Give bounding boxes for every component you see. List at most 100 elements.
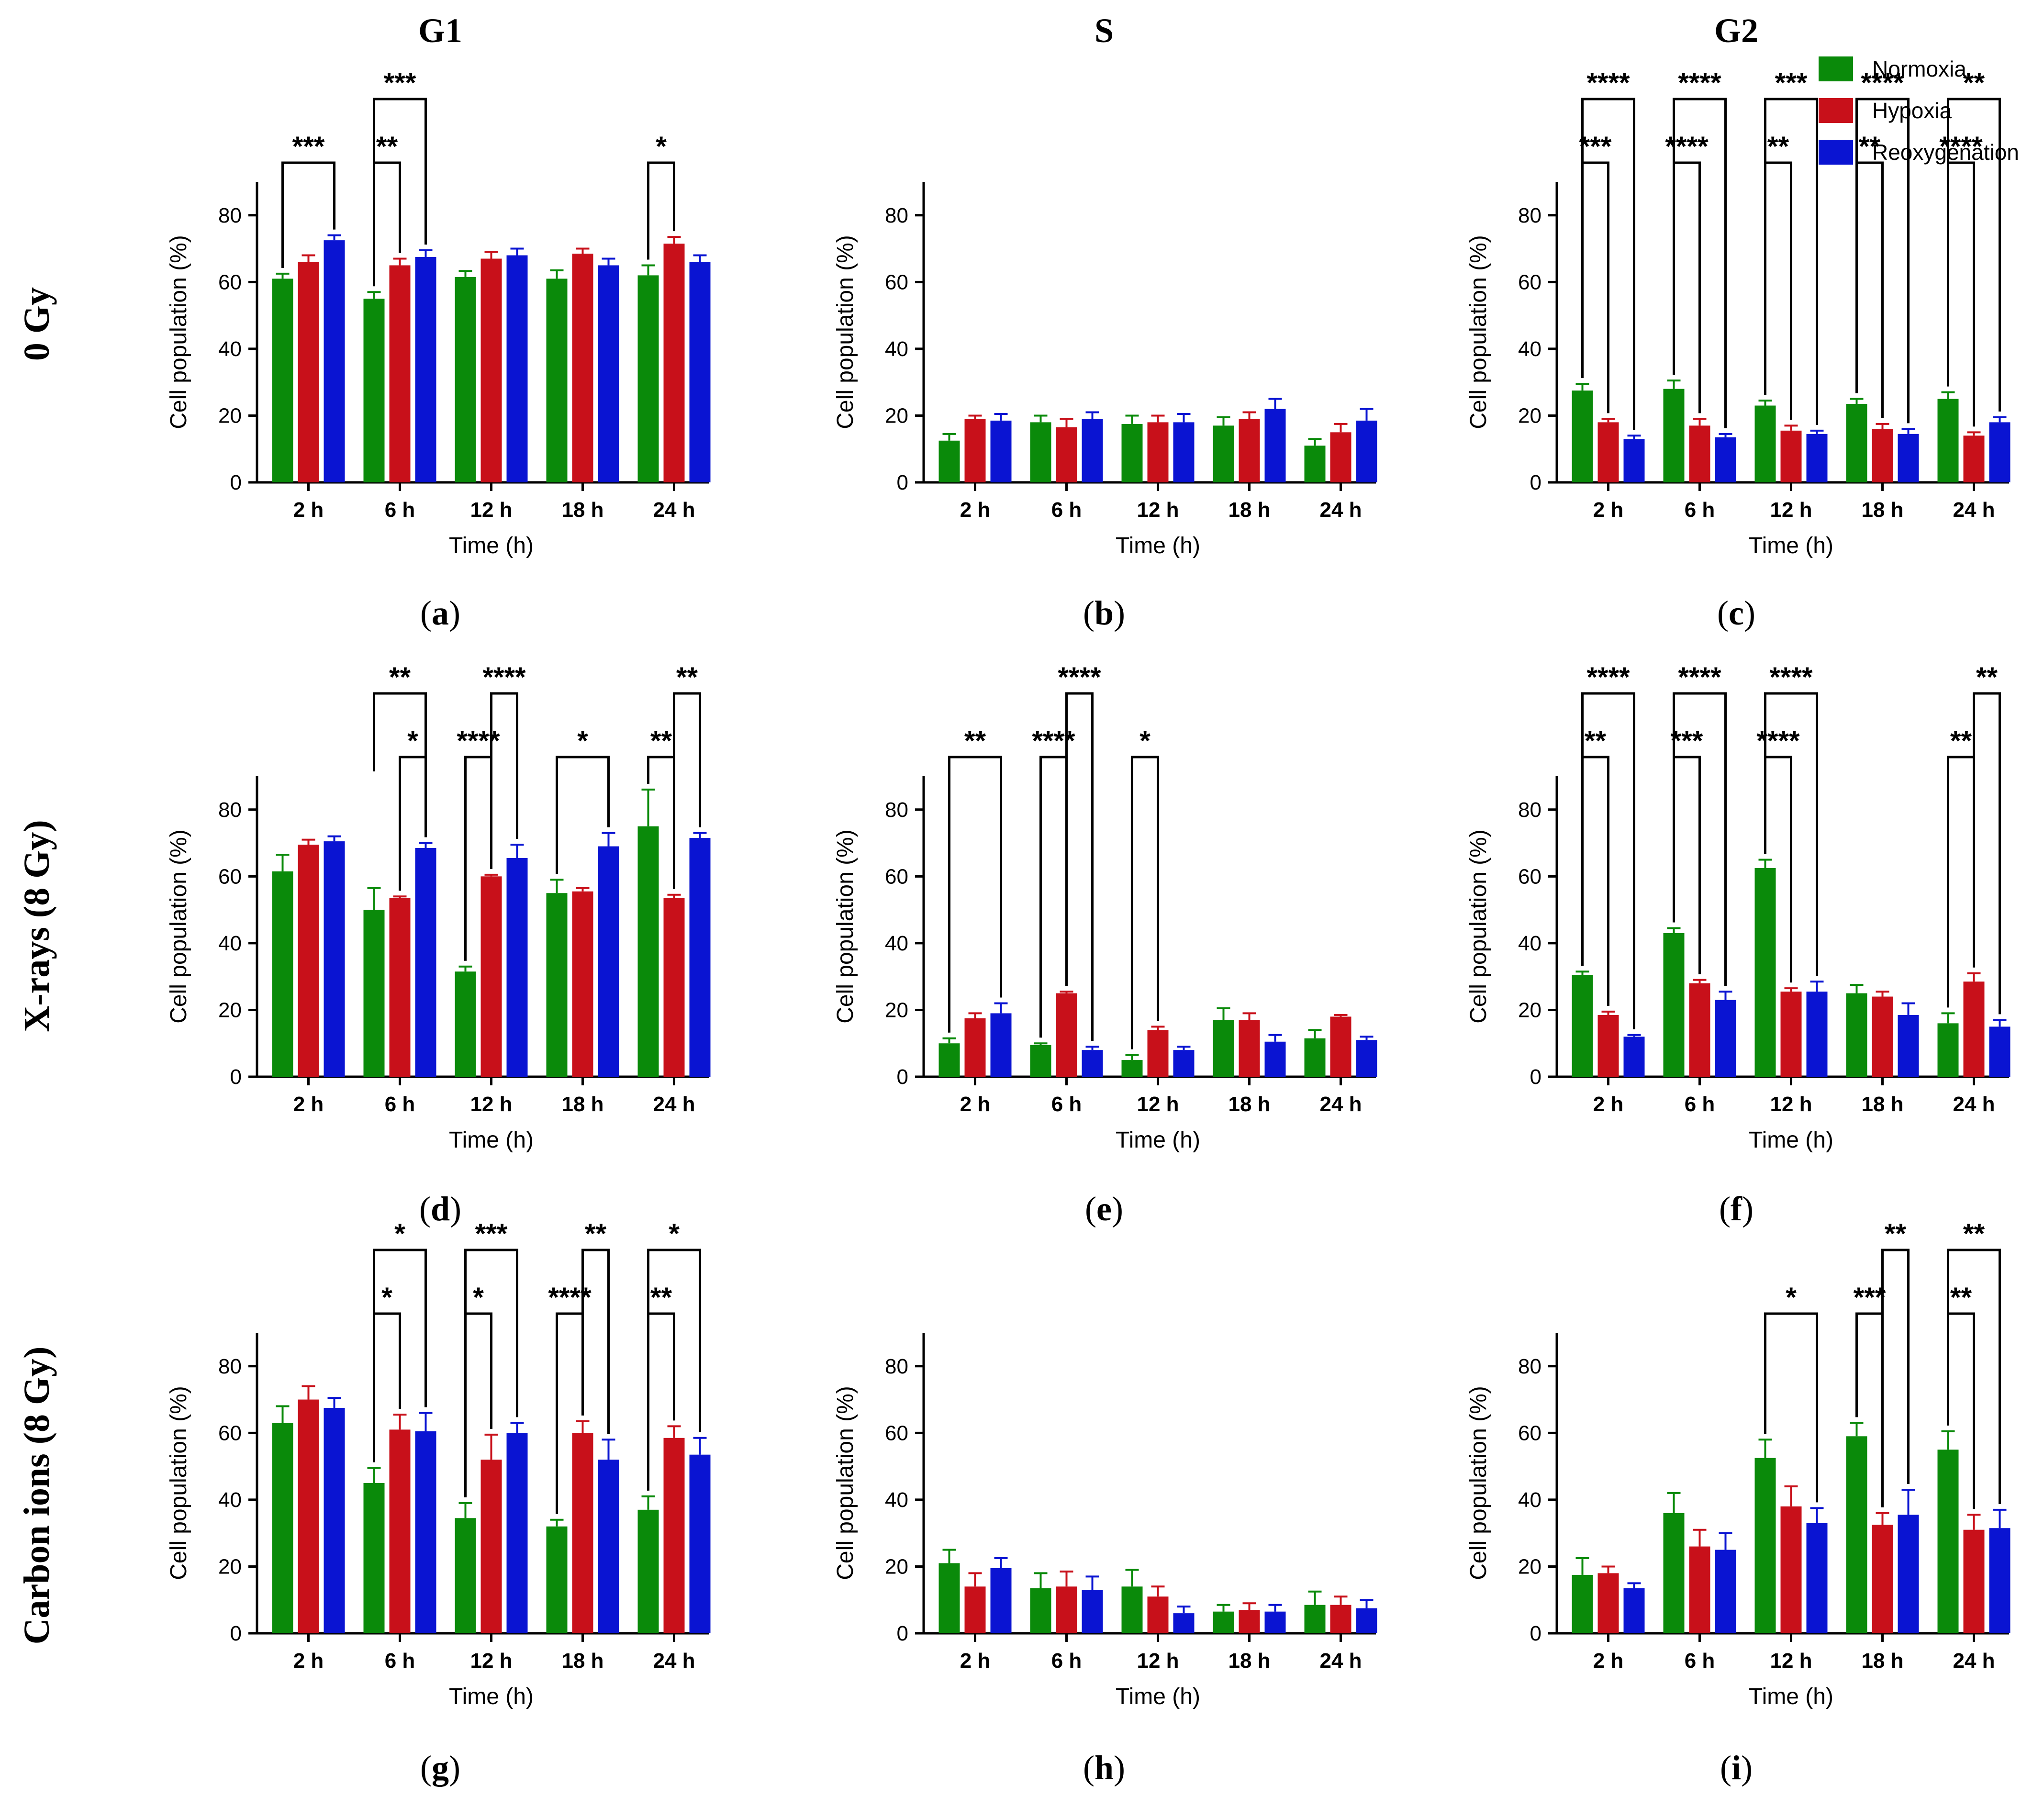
legend-label-hypoxia: Hypoxia (1872, 98, 1952, 123)
bar-reoxygenation (1806, 434, 1828, 482)
bar-hypoxia (964, 1018, 986, 1077)
bar-reoxygenation (689, 838, 711, 1077)
bar-hypoxia (1330, 432, 1351, 482)
bar-reoxygenation (1623, 439, 1645, 482)
bar-hypoxia (389, 898, 411, 1077)
significance-bracket (581, 1249, 610, 1434)
significance-label: ** (650, 725, 672, 757)
y-tick-label: 40 (218, 337, 242, 361)
y-tick-label: 20 (1518, 998, 1541, 1022)
significance-bracket (1131, 756, 1159, 1049)
significance-label: **** (1861, 67, 1904, 99)
significance-bracket (1947, 1312, 1975, 1509)
bar-reoxygenation (1715, 1550, 1736, 1633)
x-tick-label: 2 h (293, 1093, 324, 1116)
chart-panel-b: 0 20 40 60 80 Cell population (%) 2 h 6 h 12 h 18… (833, 182, 1377, 632)
significance-bracket (1973, 692, 2001, 1015)
x-tick-label: 6 h (1685, 498, 1715, 522)
significance-bracket (1947, 756, 1975, 1008)
y-tick-label: 60 (885, 270, 908, 294)
x-tick-label: 6 h (1051, 498, 1082, 522)
bar-reoxygenation (1264, 1041, 1286, 1077)
bar-normoxia (546, 893, 568, 1077)
chart-panel-f: 0 20 40 60 80 Cell population (%) 2 h 6 h 12 h 18… (1466, 662, 2010, 1228)
bar-normoxia (1121, 1586, 1143, 1633)
significance-label: * (407, 725, 418, 757)
significance-label: **** (1058, 662, 1101, 693)
significance-bracket (1764, 161, 1792, 420)
bar-normoxia (1846, 404, 1867, 482)
significance-label: *** (292, 131, 325, 162)
significance-bracket (464, 756, 492, 961)
y-tick-label: 40 (885, 1488, 908, 1512)
significance-bracket (1764, 98, 1818, 425)
legend-label-reoxygenation: Reoxygenation (1872, 140, 2019, 165)
y-tick-label: 0 (897, 1065, 908, 1089)
x-tick-label: 18 h (561, 498, 603, 522)
bar-reoxygenation (324, 240, 345, 482)
x-tick-label: 24 h (653, 1649, 695, 1673)
row-title-0gy: 0 Gy (17, 287, 57, 361)
bar-reoxygenation (1082, 1590, 1103, 1633)
bar-hypoxia (1689, 1546, 1710, 1633)
chart-panel-g: 0 20 40 60 80 Cell population (%) 2 h 6 h 12 h 18… (166, 1218, 711, 1787)
bar-reoxygenation (415, 1431, 436, 1633)
bar-reoxygenation (1356, 1040, 1377, 1077)
y-tick-label: 0 (230, 1065, 242, 1089)
significance-label: ** (676, 662, 698, 693)
y-tick-label: 80 (1518, 1355, 1541, 1378)
bar-hypoxia (964, 1586, 986, 1633)
significance-bracket (1947, 98, 2001, 412)
significance-bracket (373, 692, 427, 837)
bar-hypoxia (663, 898, 685, 1077)
y-tick-label: 80 (218, 1355, 242, 1378)
bar-normoxia (1846, 993, 1867, 1077)
chart-panel-c: 0 20 40 60 80 Cell population (%) 2 h 6 h 12 h 18… (1466, 67, 2010, 632)
significance-bracket (556, 1312, 584, 1514)
bar-hypoxia (964, 419, 986, 482)
bar-hypoxia (1689, 425, 1710, 482)
bar-reoxygenation (1356, 420, 1377, 482)
x-tick-label: 2 h (293, 498, 324, 522)
bar-hypoxia (1963, 982, 1985, 1077)
significance-bracket (373, 1249, 427, 1407)
y-tick-label: 80 (1518, 204, 1541, 227)
row-title-xrays: X-rays (8 Gy) (17, 820, 57, 1032)
bar-hypoxia (1597, 1015, 1619, 1077)
significance-label: **** (1939, 131, 1983, 162)
bar-hypoxia (663, 244, 685, 482)
x-tick-label: 18 h (561, 1649, 603, 1673)
legend-swatch-reoxygenation (1819, 140, 1853, 165)
bar-reoxygenation (1898, 1015, 1919, 1077)
y-tick-label: 60 (885, 865, 908, 888)
bar-hypoxia (1147, 1030, 1169, 1077)
bar-normoxia (1572, 390, 1593, 482)
bar-normoxia (272, 279, 293, 482)
y-axis-label: Cell population (%) (1466, 235, 1491, 429)
significance-bracket (373, 161, 401, 287)
bar-normoxia (1121, 424, 1143, 482)
significance-label: * (1786, 1282, 1797, 1313)
significance-label: ** (1950, 725, 1972, 757)
bar-reoxygenation (598, 1460, 619, 1633)
significance-label: * (473, 1282, 484, 1313)
x-tick-label: 18 h (1228, 1649, 1270, 1673)
significance-label: **** (1769, 662, 1813, 693)
y-tick-label: 20 (218, 1555, 242, 1578)
bar-hypoxia (1597, 1573, 1619, 1633)
significance-bracket (1673, 756, 1701, 974)
bar-hypoxia (1239, 419, 1260, 482)
bar-hypoxia (572, 1433, 593, 1633)
significance-label: * (656, 131, 667, 162)
significance-label: **** (1665, 131, 1709, 162)
bar-reoxygenation (506, 1433, 528, 1633)
x-tick-label: 2 h (960, 498, 991, 522)
legend-swatch-hypoxia (1819, 98, 1853, 123)
significance-label: * (394, 1218, 405, 1249)
y-tick-label: 0 (897, 1622, 908, 1645)
bar-normoxia (1663, 1513, 1685, 1633)
y-tick-label: 40 (1518, 337, 1541, 361)
x-tick-label: 18 h (561, 1093, 603, 1116)
y-axis-label: Cell population (%) (833, 235, 858, 429)
